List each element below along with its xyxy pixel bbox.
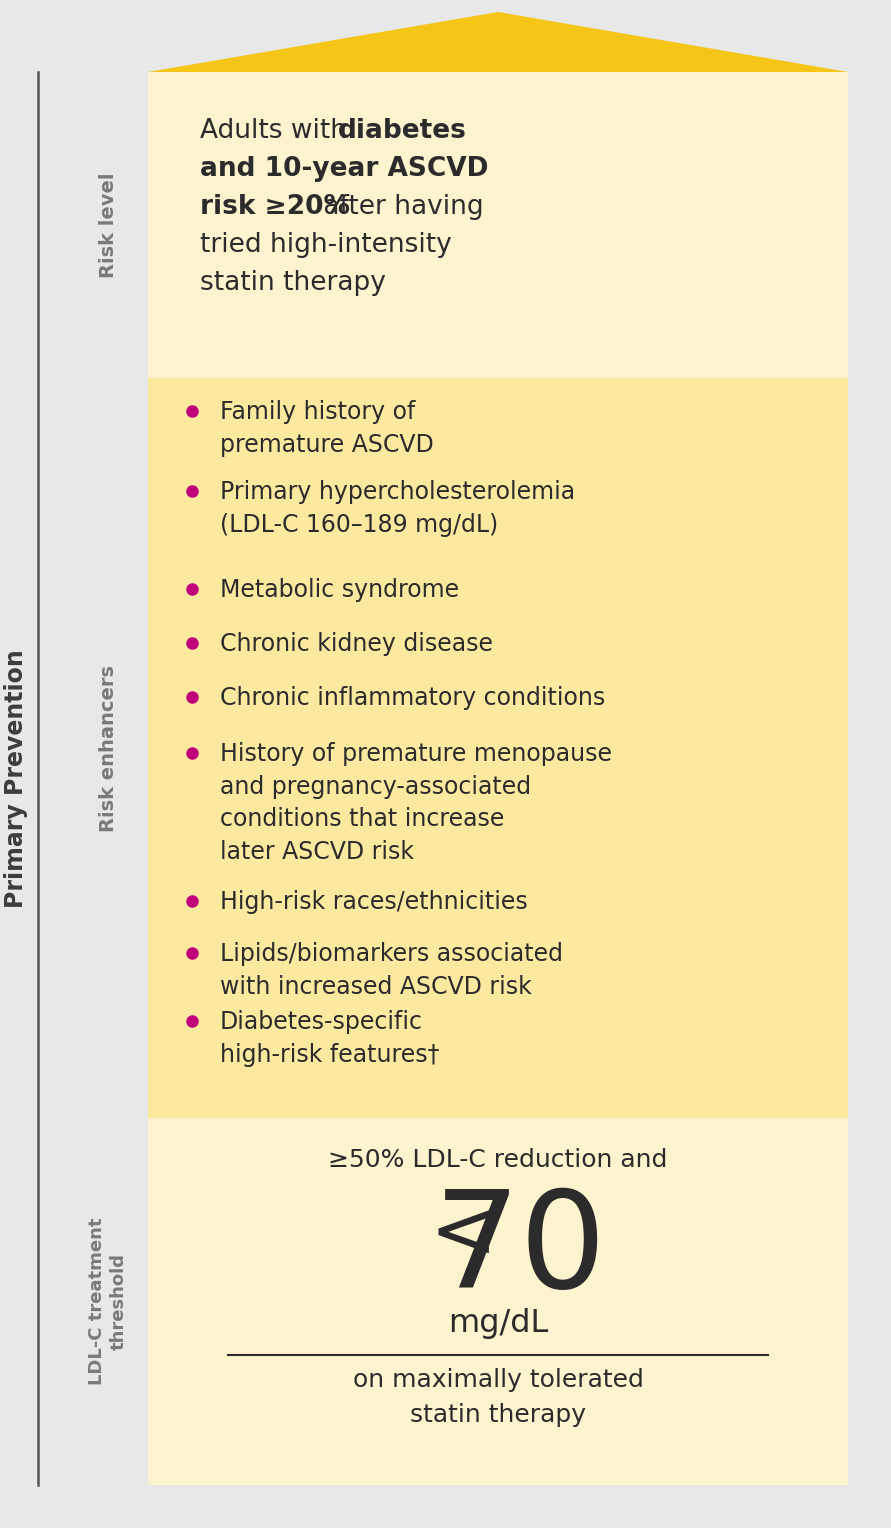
Text: Family history of
premature ASCVD: Family history of premature ASCVD xyxy=(220,400,434,457)
Text: diabetes: diabetes xyxy=(338,118,467,144)
Text: Risk level: Risk level xyxy=(99,173,118,278)
Text: <: < xyxy=(429,1196,496,1274)
Text: after having: after having xyxy=(315,194,484,220)
Text: mg/dL: mg/dL xyxy=(448,1308,548,1339)
Text: High-risk races/ethnicities: High-risk races/ethnicities xyxy=(220,889,527,914)
Bar xyxy=(148,1118,848,1485)
Text: Primary hypercholesterolemia
(LDL-C 160–189 mg/dL): Primary hypercholesterolemia (LDL-C 160–… xyxy=(220,480,575,536)
Bar xyxy=(148,72,848,377)
Text: and 10-year ASCVD: and 10-year ASCVD xyxy=(200,156,488,182)
Text: LDL-C treatment
threshold: LDL-C treatment threshold xyxy=(88,1218,128,1386)
Text: tried high-intensity: tried high-intensity xyxy=(200,232,452,258)
Text: Diabetes-specific
high-risk features†: Diabetes-specific high-risk features† xyxy=(220,1010,439,1067)
Text: Risk enhancers: Risk enhancers xyxy=(99,665,118,831)
Bar xyxy=(148,377,848,1118)
Text: Chronic inflammatory conditions: Chronic inflammatory conditions xyxy=(220,686,605,711)
Text: 70: 70 xyxy=(433,1186,607,1316)
Text: History of premature menopause
and pregnancy-associated
conditions that increase: History of premature menopause and pregn… xyxy=(220,743,612,863)
Text: Metabolic syndrome: Metabolic syndrome xyxy=(220,578,459,602)
Text: Adults with: Adults with xyxy=(200,118,356,144)
Text: statin therapy: statin therapy xyxy=(200,270,386,296)
Text: Chronic kidney disease: Chronic kidney disease xyxy=(220,633,493,656)
Text: ≥50% LDL-C reduction and: ≥50% LDL-C reduction and xyxy=(328,1148,667,1172)
Text: Lipids/biomarkers associated
with increased ASCVD risk: Lipids/biomarkers associated with increa… xyxy=(220,941,563,999)
Polygon shape xyxy=(148,12,848,72)
Text: on maximally tolerated
statin therapy: on maximally tolerated statin therapy xyxy=(353,1368,643,1427)
Text: risk ≥20%: risk ≥20% xyxy=(200,194,350,220)
Text: Primary Prevention: Primary Prevention xyxy=(4,649,28,908)
